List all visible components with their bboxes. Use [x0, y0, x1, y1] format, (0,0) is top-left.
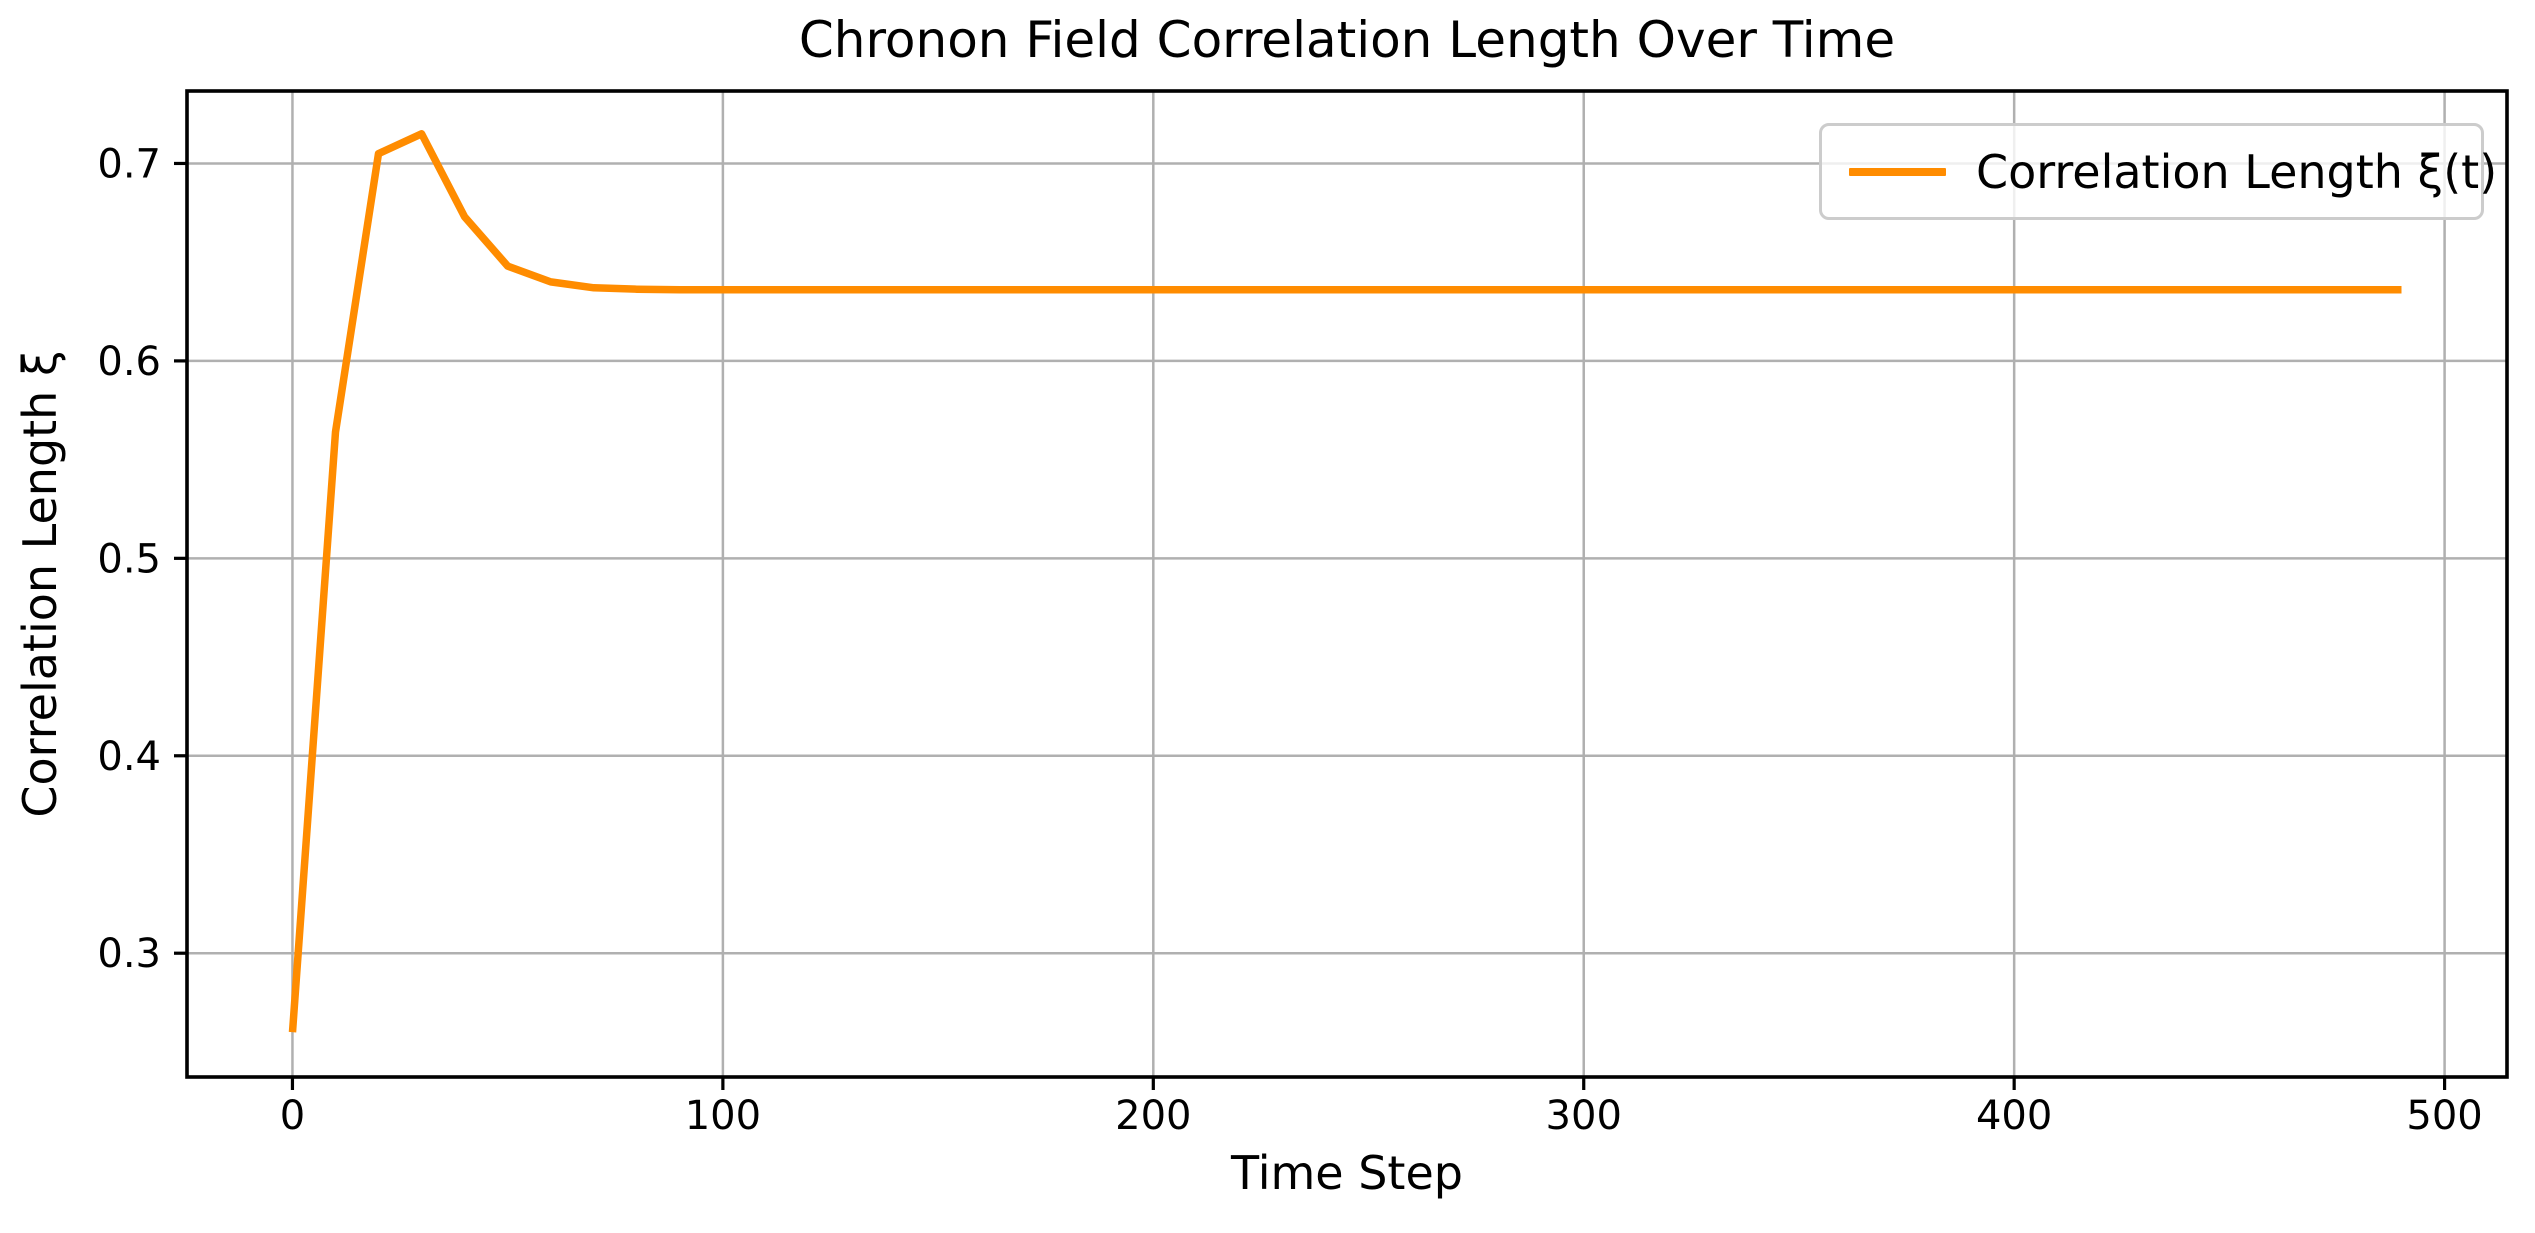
- x-tick-label: 0: [280, 1093, 305, 1139]
- x-tick-label: 200: [1115, 1093, 1191, 1139]
- x-tick-label: 500: [2406, 1093, 2482, 1139]
- chart-title: Chronon Field Correlation Length Over Ti…: [798, 11, 1896, 69]
- legend-label: Correlation Length ξ(t): [1976, 144, 2498, 199]
- y-tick-label: 0.6: [97, 339, 161, 385]
- legend-line-swatch: [1849, 167, 1946, 176]
- plot-spines: [185, 89, 2509, 1079]
- y-tick-label: 0.7: [97, 141, 161, 187]
- x-tick-label: 100: [685, 1093, 761, 1139]
- y-axis-label: Correlation Length ξ: [13, 350, 67, 818]
- y-tick-label: 0.3: [97, 931, 161, 977]
- y-tick-label: 0.4: [97, 734, 161, 780]
- legend: Correlation Length ξ(t): [1819, 123, 2497, 220]
- series-line: [288, 130, 2402, 1033]
- x-tick-label: 400: [1976, 1093, 2052, 1139]
- x-axis-label: Time Step: [1231, 1146, 1463, 1200]
- x-tick-label: 300: [1546, 1093, 1622, 1139]
- y-tick-label: 0.5: [97, 536, 161, 582]
